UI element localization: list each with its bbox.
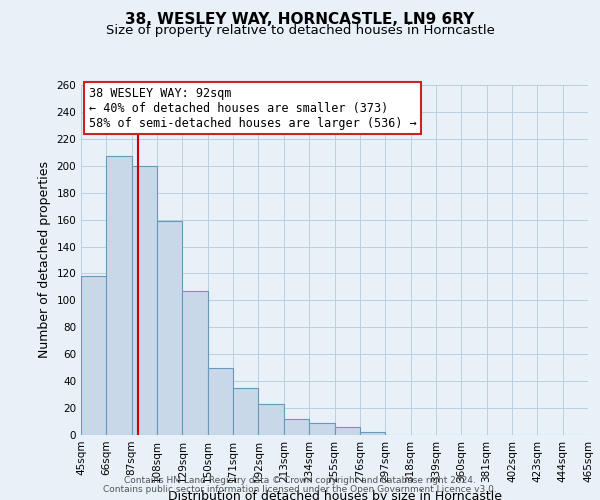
Bar: [259, 404, 284, 435]
Bar: [309, 423, 335, 435]
Bar: [360, 432, 385, 435]
Bar: [106, 156, 132, 435]
Text: Contains public sector information licensed under the Open Government Licence v3: Contains public sector information licen…: [103, 485, 497, 494]
Bar: [335, 427, 360, 435]
Text: Size of property relative to detached houses in Horncastle: Size of property relative to detached ho…: [106, 24, 494, 37]
Bar: [132, 166, 157, 435]
Bar: [81, 276, 106, 435]
Text: 38, WESLEY WAY, HORNCASTLE, LN9 6RY: 38, WESLEY WAY, HORNCASTLE, LN9 6RY: [125, 12, 475, 28]
Bar: [182, 291, 208, 435]
Bar: [157, 221, 182, 435]
Bar: [284, 419, 309, 435]
Bar: [208, 368, 233, 435]
Y-axis label: Number of detached properties: Number of detached properties: [38, 162, 51, 358]
Text: 38 WESLEY WAY: 92sqm
← 40% of detached houses are smaller (373)
58% of semi-deta: 38 WESLEY WAY: 92sqm ← 40% of detached h…: [89, 87, 416, 130]
Bar: [233, 388, 259, 435]
Text: Contains HM Land Registry data © Crown copyright and database right 2024.: Contains HM Land Registry data © Crown c…: [124, 476, 476, 485]
X-axis label: Distribution of detached houses by size in Horncastle: Distribution of detached houses by size …: [167, 490, 502, 500]
